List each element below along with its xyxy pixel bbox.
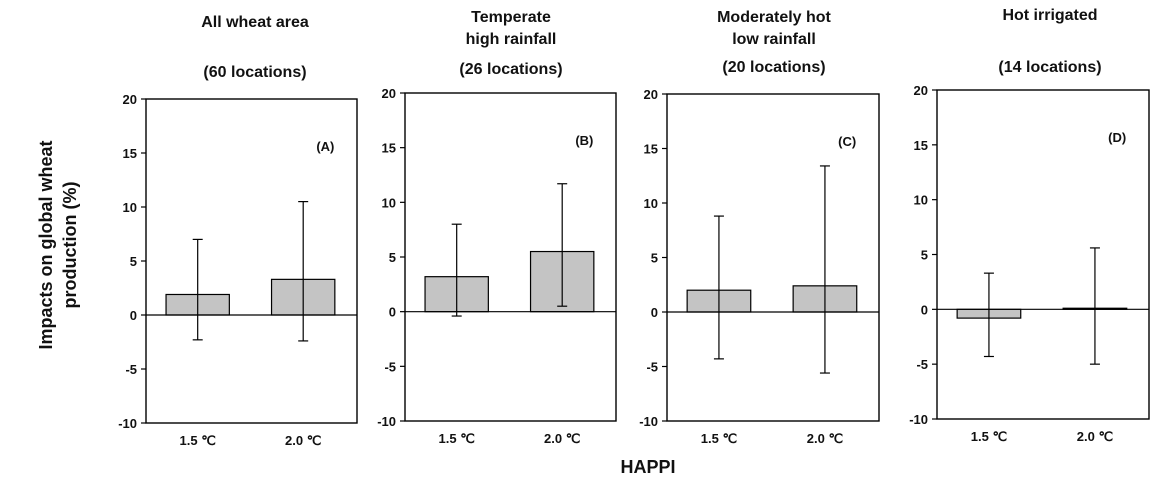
panel-title-line-1: Hot irrigated [1002,7,1097,24]
y-tick-label-3: 0 [389,305,396,320]
category-label-2: 2.0 ℃ [807,431,843,446]
category-label-1: 1.5 ℃ [439,431,475,446]
y-tick-label-2: -5 [916,357,928,372]
panel-title-line-2: high rainfall [466,31,557,48]
panel-title-line-3: (60 locations) [203,64,306,81]
chart-panel-3: Moderately hot low rainfall (20 locations)… [639,9,880,446]
y-tick-label-4: 5 [651,251,658,266]
y-tick-label-1: -10 [118,416,137,431]
plot-frame [936,89,1150,420]
y-tick-label-3: 0 [651,305,658,320]
y-tick-label-5: 10 [123,200,137,215]
y-tick-label-6: 15 [644,142,658,157]
category-label-2: 2.0 ℃ [285,433,321,448]
y-tick-label-6: 15 [123,146,137,161]
y-tick-label-3: 0 [921,302,928,317]
y-tick-label-5: 10 [382,195,396,210]
y-axis-label-line-1: Impacts on global wheat [36,140,56,349]
category-label-1: 1.5 ℃ [701,431,737,446]
category-label-1: 1.5 ℃ [971,429,1007,444]
y-tick-label-4: 5 [389,250,396,265]
chart-panel-2: Temperate high rainfall (26 locations) 1.5 … [377,9,617,446]
y-tick-label-6: 15 [382,141,396,156]
y-tick-label-6: 15 [914,138,928,153]
y-tick-label-3: 0 [130,308,137,323]
y-tick-label-5: 10 [644,196,658,211]
y-tick-label-1: -10 [377,414,396,429]
y-tick-label-7: 20 [914,83,928,98]
y-tick-label-7: 20 [382,86,396,101]
y-tick-label-2: -5 [646,360,658,375]
chart-panel-4: Hot irrigated (14 locations) 1.5 ℃ 2.0 ℃ -10… [909,7,1150,444]
panel-label: (C) [838,134,856,149]
y-tick-label-7: 20 [644,87,658,102]
panel-label: (D) [1108,130,1126,145]
panel-label: (B) [575,133,593,148]
panel-title-line-1: All wheat area [201,14,309,31]
panel-title-line-1: Temperate [471,9,551,26]
panel-title-line-3: (14 locations) [998,59,1101,76]
y-tick-label-2: -5 [384,359,396,374]
panel-title-line-2: low rainfall [732,31,816,48]
plot-frame [666,93,880,422]
plot-frame [145,98,358,424]
category-label-2: 2.0 ℃ [544,431,580,446]
y-axis-label-line-2: production (%) [60,182,80,309]
panel-title-line-1: Moderately hot [717,9,831,26]
panel-label: (A) [316,139,334,154]
x-axis-label: HAPPI [620,457,675,477]
y-tick-label-4: 5 [921,248,928,263]
panel-title-line-3: (26 locations) [459,61,562,78]
panel-title-line-3: (20 locations) [722,59,825,76]
y-tick-label-5: 10 [914,193,928,208]
y-tick-label-1: -10 [639,414,658,429]
y-tick-label-7: 20 [123,92,137,107]
y-tick-label-1: -10 [909,412,928,427]
category-label-1: 1.5 ℃ [180,433,216,448]
y-tick-label-2: -5 [125,362,137,377]
category-label-2: 2.0 ℃ [1077,429,1113,444]
y-tick-label-4: 5 [130,254,137,269]
chart-panel-1: All wheat area (60 locations) 1.5 ℃ 2.0 ℃ -1… [118,14,358,448]
plot-frame [404,92,617,422]
